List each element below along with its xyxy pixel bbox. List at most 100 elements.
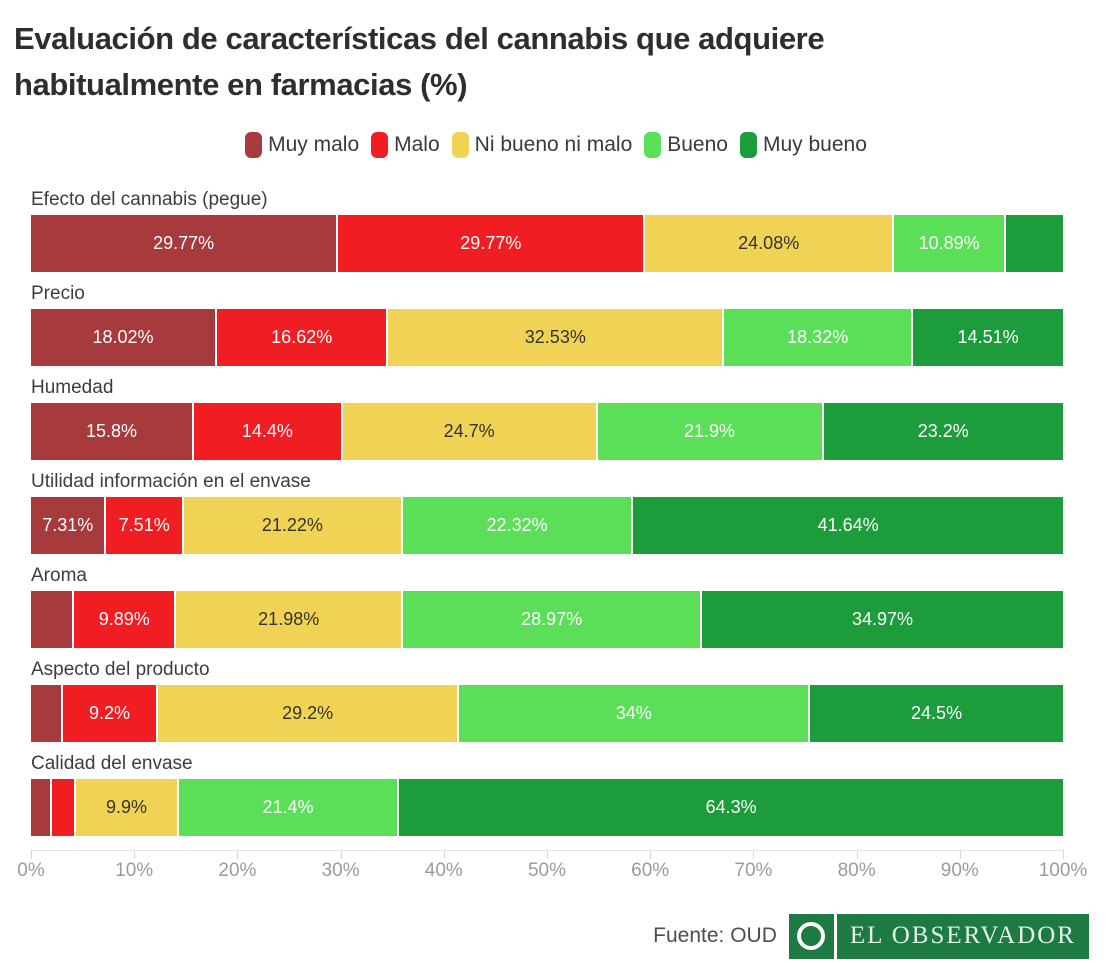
segment-value-label: 34%: [615, 702, 652, 723]
bar: 29.77% 29.77% 24.08% 10.89%: [31, 214, 1063, 272]
x-tick-label: 50%: [527, 859, 567, 881]
x-tick: [650, 849, 652, 859]
x-tick: [134, 849, 136, 859]
segment-value-label: 21.9%: [684, 420, 736, 441]
bar-segment: 21.9%: [597, 402, 824, 460]
segment-value-label: 9.89%: [98, 608, 150, 629]
bar-segment: 21.4%: [178, 778, 400, 836]
logo-circle-icon: [788, 913, 834, 959]
segment-value-label: 29.2%: [282, 702, 334, 723]
segment-value-label: 41.64%: [817, 514, 879, 535]
bar-segment: 34.97%: [702, 590, 1063, 648]
bar-segment: 34%: [459, 684, 811, 742]
legend-item: Bueno: [644, 131, 728, 158]
legend-swatch-icon: [451, 131, 469, 158]
bar-segment: 7.51%: [106, 496, 184, 554]
bar-segment: 18.02%: [31, 308, 217, 366]
x-tick: [1063, 849, 1064, 859]
bar-segment: 9.2%: [62, 684, 158, 742]
bar-segment: 29.77%: [31, 214, 339, 272]
bar-row: Humedad 15.8% 14.4% 24.7% 21.9% 23.2%: [31, 376, 1063, 460]
bar-segment: 23.2%: [823, 402, 1063, 460]
x-tick: [753, 849, 755, 859]
x-axis: 0% 10% 20% 30% 40% 50% 60% 70% 80% 90% 100%: [17, 846, 1087, 886]
x-tick: [856, 849, 858, 859]
segment-value-label: 24.08%: [738, 232, 800, 253]
bar: 18.02% 16.62% 32.53% 18.32% 14.51%: [31, 308, 1063, 366]
segment-value-label: 34.97%: [852, 608, 914, 629]
bar-segment: [51, 778, 77, 836]
segment-value-label: 24.7%: [443, 420, 495, 441]
segment-value-label: 14.4%: [241, 420, 293, 441]
segment-value-label: 24.5%: [911, 702, 963, 723]
legend-swatch-icon: [371, 131, 389, 158]
bar-row: Utilidad información en el envase 7.31% 7.…: [31, 470, 1063, 554]
legend-label: Malo: [394, 132, 440, 156]
stacked-bar-chart: Efecto del cannabis (pegue) 29.77% 29.77% 2…: [31, 188, 1063, 836]
bar-segment: [31, 590, 75, 648]
legend: Muy malo Malo Ni bueno ni malo Bueno Muy bue…: [0, 131, 1112, 158]
bar-row: Aroma 9.89% 21.98% 28.97% 34.97%: [31, 564, 1063, 648]
bar-segment: 24.5%: [810, 684, 1063, 742]
bar-row: Aspecto del producto 9.2% 29.2% 34% 24.5%: [31, 658, 1063, 742]
category-label: Efecto del cannabis (pegue): [31, 188, 268, 210]
segment-value-label: 28.97%: [521, 608, 583, 629]
segment-value-label: 21.22%: [261, 514, 323, 535]
bar-segment: 9.9%: [76, 778, 179, 836]
bar-segment: 7.31%: [31, 496, 107, 554]
bar-row: Precio 18.02% 16.62% 32.53% 18.32% 14.51%: [31, 282, 1063, 366]
bar-segment: 10.89%: [893, 214, 1007, 272]
segment-value-label: 18.02%: [92, 326, 154, 347]
bar-segment: 29.2%: [157, 684, 460, 742]
bar-segment: 21.98%: [176, 590, 404, 648]
category-label: Utilidad información en el envase: [31, 470, 311, 492]
legend-swatch-icon: [245, 131, 263, 158]
segment-value-label: 18.32%: [787, 326, 849, 347]
legend-label: Muy bueno: [762, 132, 867, 156]
x-tick-label: 80%: [837, 859, 876, 881]
legend-item: Muy malo: [245, 131, 360, 158]
legend-item: Ni bueno ni malo: [451, 131, 632, 158]
legend-label: Muy malo: [268, 132, 360, 156]
x-tick-label: 30%: [321, 859, 360, 881]
legend-label: Bueno: [667, 132, 728, 156]
bar-segment: [1006, 214, 1063, 272]
x-tick: [547, 849, 548, 859]
bar: 15.8% 14.4% 24.7% 21.9% 23.2%: [31, 402, 1063, 460]
category-label: Humedad: [31, 376, 114, 398]
segment-value-label: 23.2%: [917, 420, 969, 441]
source-label: Fuente: OUD: [653, 924, 777, 948]
bar: 9.9% 21.4% 64.3%: [31, 778, 1063, 836]
x-tick: [340, 849, 342, 859]
bar-row: Efecto del cannabis (pegue) 29.77% 29.77% 2…: [31, 188, 1063, 272]
bar-segment: 14.4%: [194, 402, 343, 460]
bar-segment: 15.8%: [31, 402, 195, 460]
x-tick-label: 10%: [115, 859, 154, 881]
segment-value-label: 7.51%: [118, 514, 170, 535]
segment-value-label: 21.4%: [262, 796, 314, 817]
segment-value-label: 10.89%: [918, 232, 980, 253]
bar-segment: 22.32%: [402, 496, 634, 554]
segment-value-label: 32.53%: [524, 326, 586, 347]
bar-segment: [31, 684, 63, 742]
bar: 7.31% 7.51% 21.22% 22.32% 41.64%: [31, 496, 1063, 554]
el-observador-logo[interactable]: EL OBSERVADOR: [788, 913, 1089, 959]
bar-segment: 24.7%: [342, 402, 598, 460]
segment-value-label: 21.98%: [258, 608, 320, 629]
segment-value-label: 9.2%: [88, 702, 130, 723]
legend-swatch-icon: [644, 131, 662, 158]
bar-segment: 24.08%: [645, 214, 894, 272]
bar-segment: 41.64%: [633, 496, 1063, 554]
category-label: Calidad del envase: [31, 752, 193, 774]
segment-value-label: 22.32%: [486, 514, 548, 535]
segment-value-label: 16.62%: [271, 326, 333, 347]
chart-title: Evaluación de características del cannab…: [14, 21, 825, 102]
bar-segment: 21.22%: [183, 496, 403, 554]
bar: 9.89% 21.98% 28.97% 34.97%: [31, 590, 1063, 648]
x-tick: [31, 849, 32, 859]
bar-segment: 16.62%: [216, 308, 389, 366]
chart-footer: Fuente: OUD EL OBSERVADOR: [0, 913, 1112, 959]
category-label: Aspecto del producto: [31, 658, 210, 680]
bar-segment: 9.89%: [74, 590, 177, 648]
legend-item: Malo: [371, 131, 440, 158]
